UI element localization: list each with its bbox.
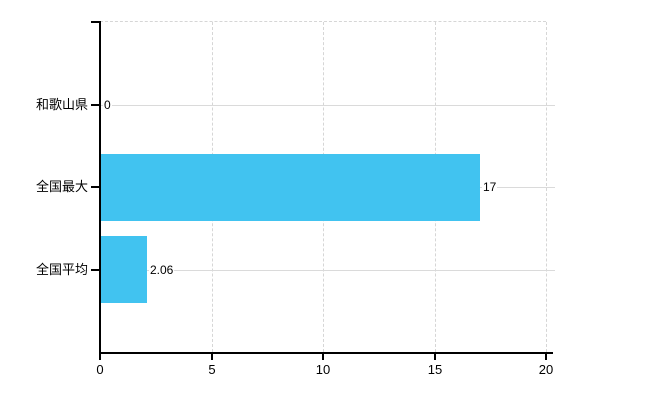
- x-axis-tick: [434, 354, 436, 360]
- value-label: 17: [482, 179, 498, 195]
- plot-top-gridline: [100, 21, 546, 22]
- h-gridline: [100, 270, 555, 271]
- x-axis-tick: [211, 354, 213, 360]
- x-tick-label: 10: [315, 362, 331, 377]
- x-axis-line: [99, 352, 553, 354]
- y-axis-tick: [91, 104, 100, 106]
- category-label: 全国平均: [35, 262, 88, 277]
- bar: [101, 154, 480, 221]
- h-gridline: [100, 105, 555, 106]
- x-tick-label: 15: [427, 362, 443, 377]
- y-axis-tick: [91, 186, 100, 188]
- value-label: 0: [103, 97, 112, 113]
- category-label: 和歌山県: [35, 97, 88, 112]
- x-axis-tick: [322, 354, 324, 360]
- value-label: 2.06: [149, 262, 175, 278]
- y-axis-top-tick: [91, 21, 100, 23]
- x-tick-label: 20: [538, 362, 554, 377]
- y-axis-line: [99, 21, 101, 354]
- x-axis-tick: [99, 354, 101, 360]
- y-axis-tick: [91, 269, 100, 271]
- bar: [101, 236, 147, 303]
- x-tick-label: 5: [208, 362, 216, 377]
- category-label: 全国最大: [35, 179, 88, 194]
- x-tick-label: 0: [96, 362, 104, 377]
- x-axis-tick: [545, 354, 547, 360]
